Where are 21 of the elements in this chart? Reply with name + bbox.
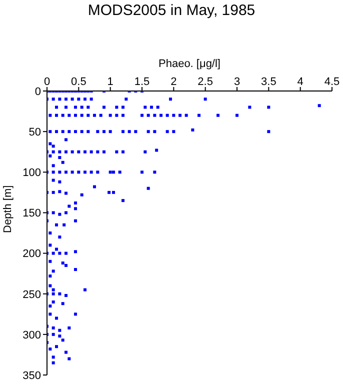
x-tick-label: 2	[170, 76, 177, 88]
y-tick-label: 250	[22, 288, 41, 301]
x-tick-label: 4	[297, 76, 304, 88]
x-tick-label: 3	[234, 76, 240, 88]
y-tick-label: 0	[34, 86, 41, 98]
x-tick-label: 4.5	[324, 76, 340, 88]
y-axis-title: Depth [m]	[2, 185, 14, 233]
y-tick-label: 300	[22, 329, 41, 342]
y-tick-label: 350	[22, 370, 41, 382]
x-tick-label: 1.5	[134, 76, 150, 88]
chart-title: MODS2005 in May, 1985	[86, 2, 256, 19]
x-tick-label: 3.5	[261, 76, 276, 88]
y-tick-label: 150	[22, 208, 41, 220]
x-tick-label: 2.5	[198, 76, 213, 88]
y-tick-label: 100	[22, 167, 41, 180]
x-tick-label: 0	[44, 76, 50, 88]
x-tick-label: 1	[107, 76, 114, 88]
x-axis-title: Phaeo. [μg/l]	[158, 58, 220, 70]
x-tick-label: 0.5	[71, 76, 86, 88]
y-tick-label: 50	[28, 126, 41, 138]
y-tick-label: 200	[22, 248, 41, 260]
